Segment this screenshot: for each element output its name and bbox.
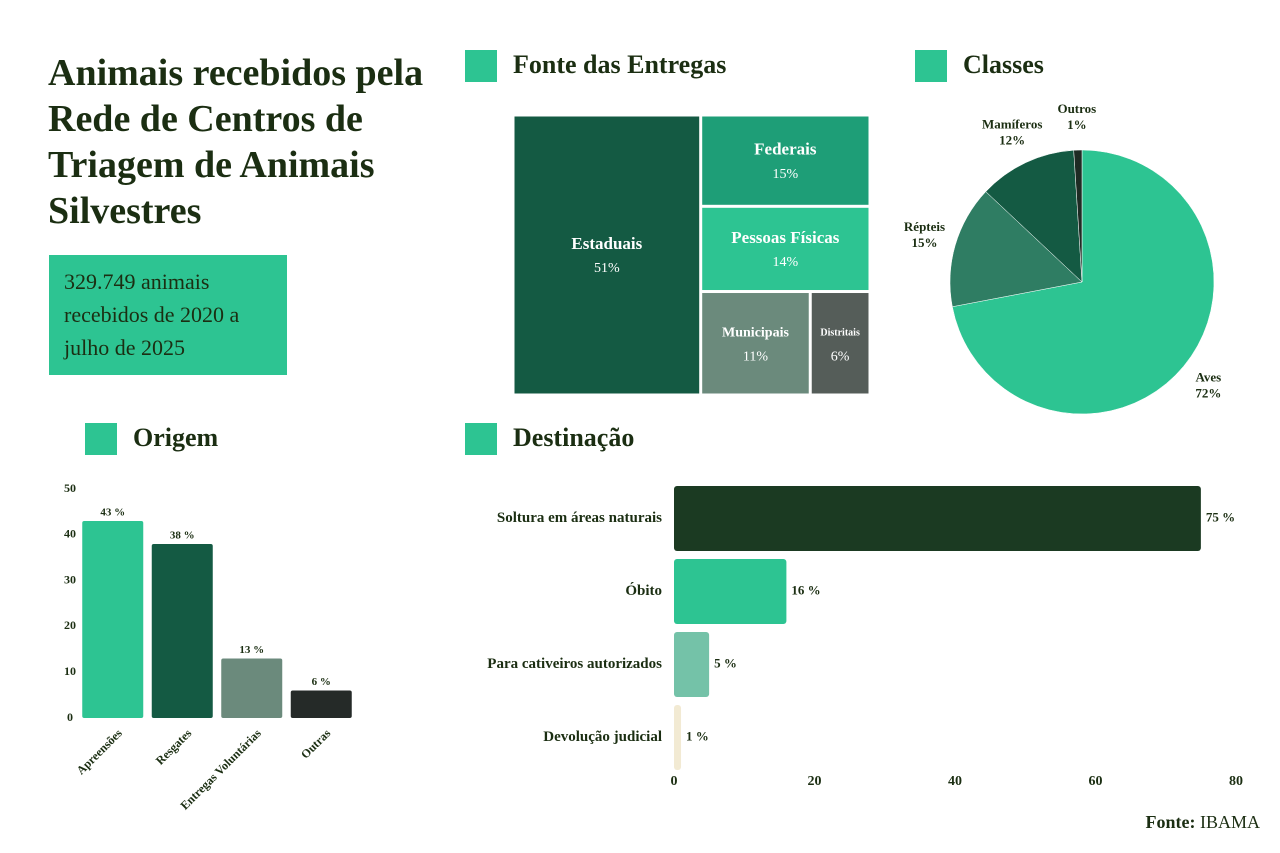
charts: Fonte das Entregas Estaduais 51% Federais 15… [64,50,1243,812]
slice-value: 1% [1067,117,1087,132]
category-label: Óbito [625,582,662,599]
section-title: Classes [963,50,1044,79]
pie-slice [1073,149,1083,283]
cell-label: Pessoas Físicas [731,228,840,247]
x-tick-label: 60 [1089,774,1103,789]
x-tick-label: 20 [808,774,822,789]
treemap-cell [702,207,869,291]
cell-value: 51% [594,261,620,276]
cell-value: 15% [773,167,799,182]
section-title: Origem [133,423,219,452]
bar [82,521,144,718]
cell-label: Municipais [722,325,789,340]
x-tick-label: 0 [671,774,678,789]
source: Fonte: IBAMA [1146,812,1261,833]
value-label: 6 % [312,676,331,688]
value-label: 43 % [100,507,125,519]
y-tick-label: 20 [64,618,76,632]
slice-label: Aves [1195,370,1221,385]
bar [674,559,787,624]
section-icon [915,50,947,82]
value-label: 75 % [1206,509,1235,524]
cell-value: 6% [831,349,850,364]
slice-value: 12% [999,133,1025,148]
section-icon [465,423,497,455]
y-tick-label: 50 [64,481,76,495]
pie-slice [985,149,1083,283]
cell-value: 11% [743,349,768,364]
cell-value: 14% [773,255,799,270]
bar [674,632,710,697]
treemap-cell [702,116,869,205]
cell-label: Estaduais [571,234,642,253]
summary-box: 329.749 animais recebidos de 2020 a julh… [49,255,287,375]
source-label: Fonte: [1145,812,1196,832]
pie-slice [952,149,1215,415]
category-label: Para cativeiros autorizados [487,656,662,672]
x-tick-label: 80 [1229,774,1243,789]
category-label: Devolução judicial [543,729,662,745]
bar [674,486,1201,551]
x-tick-label: Outras [298,726,334,762]
y-tick-label: 10 [64,664,76,678]
y-tick-label: 0 [67,710,73,724]
treemap-cell [811,293,869,394]
bar [290,690,352,718]
x-tick-label: Resgates [153,726,195,768]
y-tick-label: 30 [64,572,76,586]
slice-value: 15% [912,235,938,250]
cell-label: Distritais [820,328,860,339]
bar [221,658,283,718]
slice-value: 72% [1195,386,1221,401]
bar [674,705,682,770]
section-icon [85,423,117,455]
slice-label: Mamíferos [982,117,1042,132]
value-label: 13 % [239,644,264,656]
x-tick-label: 40 [948,774,962,789]
section-title: Destinação [513,423,634,452]
slice-label: Répteis [904,219,945,234]
source-value: IBAMA [1199,812,1260,832]
value-label: 1 % [686,728,709,743]
slice-label: Outros [1057,101,1096,116]
treemap-cell [514,116,700,394]
treemap-cell [702,293,809,394]
value-label: 5 % [714,655,737,670]
section-title: Fonte das Entregas [513,50,726,79]
x-tick-label: Apreensões [74,726,125,777]
pie-slice [949,191,1083,308]
section-icon [465,50,497,82]
y-tick-label: 40 [64,527,76,541]
category-label: Soltura em áreas naturais [497,510,662,526]
value-label: 16 % [791,582,820,597]
value-label: 38 % [170,529,195,541]
page-title: Animais recebidos pela Rede de Centros d… [48,52,424,232]
cell-label: Federais [754,140,817,159]
bar [151,543,213,718]
